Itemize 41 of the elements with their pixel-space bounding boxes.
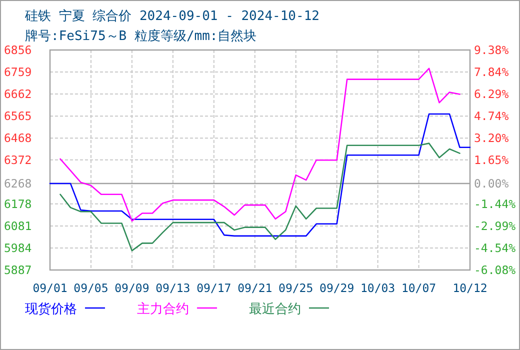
- x-tick-label: 09/25: [278, 281, 314, 295]
- chart-subtitle: 牌号:FeSi75～B 粒度等级/mm:自然块: [25, 28, 257, 44]
- y-tick-label: 6759: [4, 65, 32, 80]
- x-tick-label: 10/07: [401, 281, 436, 295]
- y-tick-label: 6268: [4, 176, 32, 190]
- y-tick-label: 6081: [4, 218, 32, 233]
- y2-tick-label: -4.54%: [474, 241, 516, 256]
- y2-tick-label: 7.84%: [474, 64, 509, 79]
- legend-label: 最近合约: [249, 302, 301, 317]
- x-tick-label: 09/09: [114, 281, 150, 295]
- y-tick-label: 6856: [4, 43, 32, 57]
- legend-label: 现货价格: [25, 302, 77, 317]
- y2-tick-label: -2.99%: [474, 219, 516, 234]
- y2-tick-label: 6.29%: [474, 86, 509, 101]
- y2-tick-label: 3.20%: [474, 130, 509, 145]
- x-tick-label: 09/17: [196, 281, 232, 295]
- y-tick-label: 6178: [4, 196, 32, 211]
- x-tick-label: 09/13: [156, 281, 190, 295]
- y-tick-label: 6565: [4, 109, 32, 124]
- y2-tick-label: -6.08%: [474, 263, 516, 277]
- line-series: [60, 68, 460, 222]
- x-tick-label: 09/21: [238, 281, 272, 295]
- x-tick-label: 09/29: [320, 281, 354, 295]
- y-tick-label: 6468: [4, 131, 32, 146]
- y2-tick-label: 4.74%: [474, 109, 509, 124]
- y2-tick-label: -1.44%: [474, 196, 516, 211]
- y2-tick-label: 1.65%: [474, 153, 509, 167]
- x-tick-label: 10/03: [360, 281, 396, 295]
- y2-tick-label: 0.00%: [474, 176, 509, 190]
- y-tick-label: 5887: [4, 263, 32, 277]
- y-tick-label: 5984: [4, 240, 32, 255]
- y2-tick-label: 9.38%: [474, 43, 509, 57]
- legend-label: 主力合约: [137, 301, 189, 317]
- x-tick-label: 09/05: [74, 281, 108, 295]
- line-series: [49, 113, 471, 237]
- x-tick-label: 09/01: [32, 281, 68, 295]
- chart-title: 硅铁 宁夏 综合价 2024-09-01 - 2024-10-12: [24, 8, 320, 24]
- y-tick-label: 6372: [4, 152, 32, 167]
- line-series: [60, 142, 460, 252]
- y-tick-label: 6662: [4, 87, 32, 102]
- x-tick-label: 10/12: [452, 281, 488, 295]
